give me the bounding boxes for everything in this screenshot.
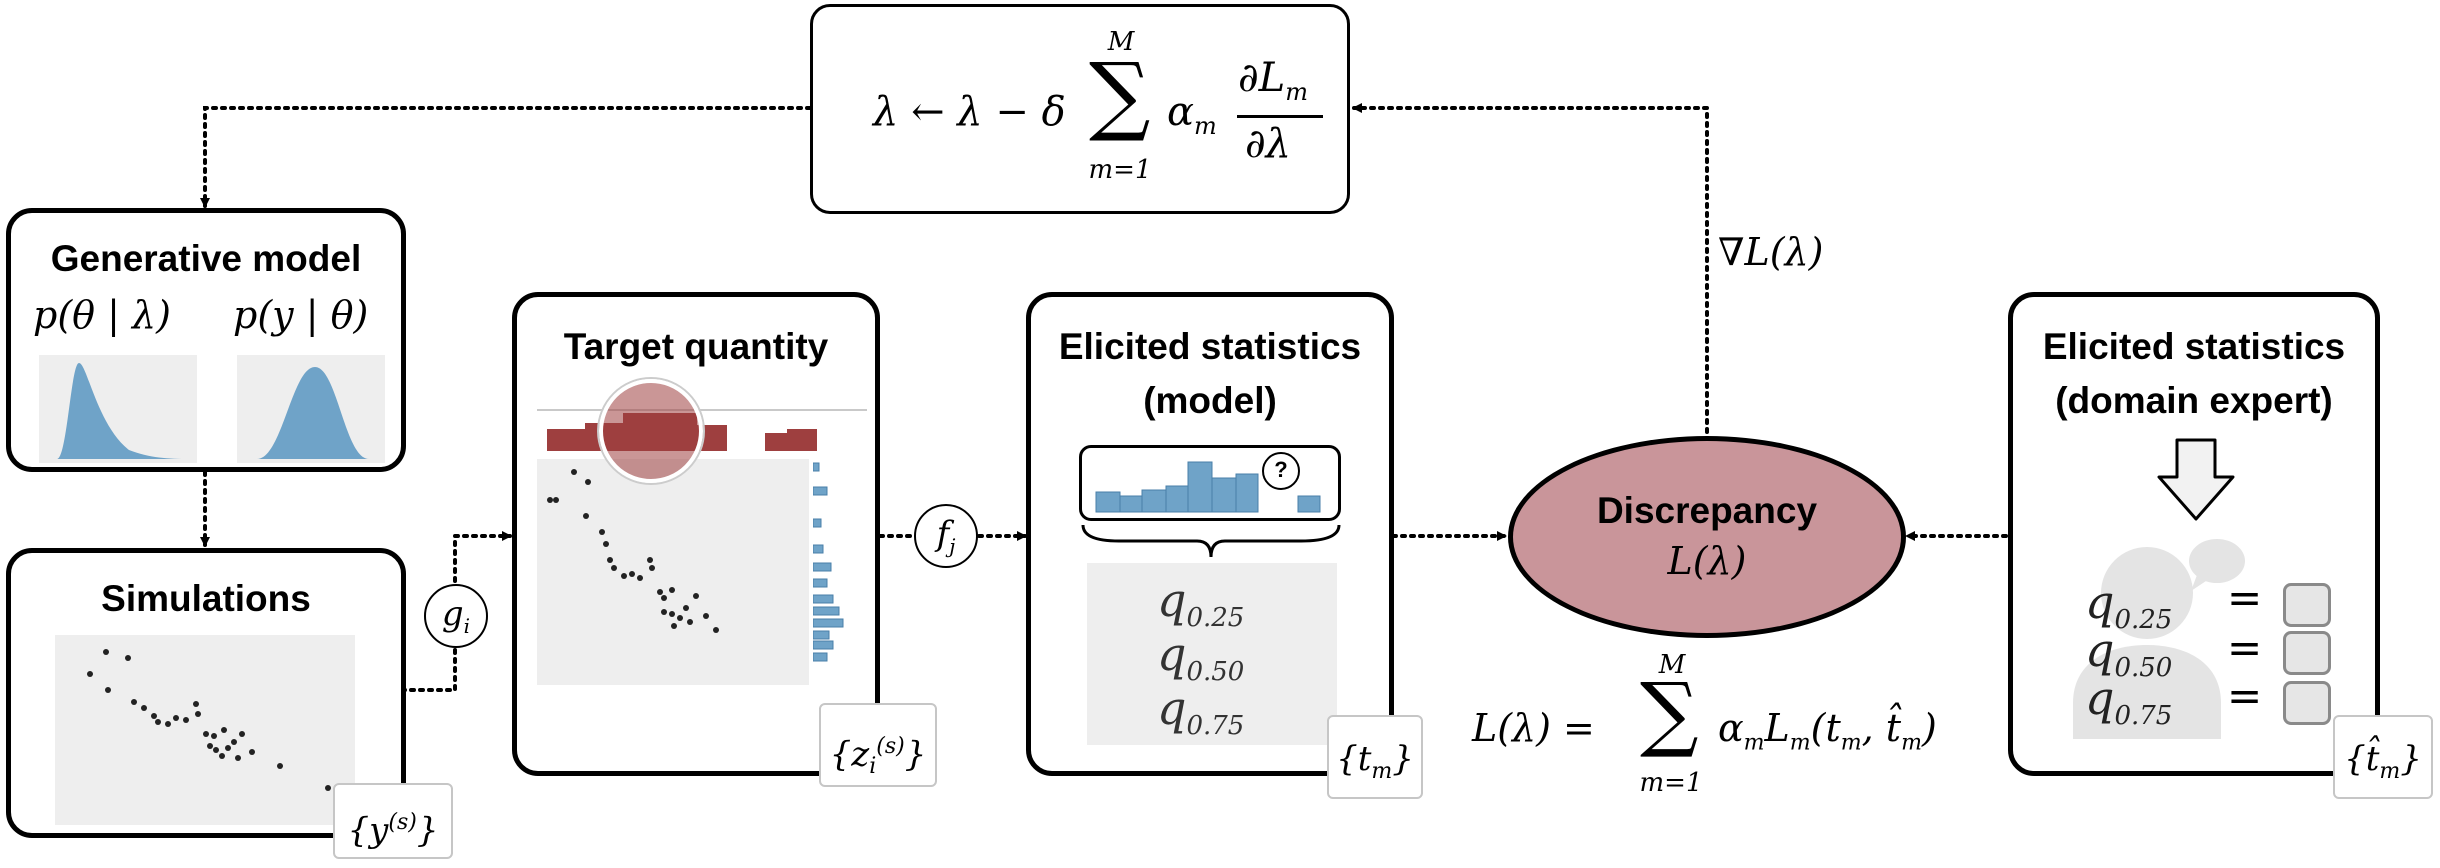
expert-input-box-1[interactable] <box>2283 583 2331 627</box>
simulations-title: Simulations <box>101 578 311 619</box>
elicited-model-title-line2: (model) <box>1143 380 1277 421</box>
target-quantity-box: Target quantity <box>512 292 937 787</box>
expert-quantile-3: q0.75 <box>2085 671 2173 732</box>
expert-eq-3: = <box>2227 671 2263 720</box>
fraction-bar <box>1237 115 1323 118</box>
elicited-histogram-frame: ? <box>1079 445 1341 521</box>
simulations-tag: {y(s)} <box>333 783 453 859</box>
elicited-model-title-line1: Elicited statistics <box>1058 326 1362 367</box>
loss-sum-bottom: m=1 <box>1639 768 1703 798</box>
update-rule-lhs: λ ← λ − δ <box>873 89 1066 135</box>
g-function-circle: gi <box>424 584 488 648</box>
expert-input-box-3[interactable] <box>2283 681 2331 725</box>
gradient-label: ∇L(λ) <box>1718 230 1824 274</box>
model-quantile-3: q0.75 <box>1157 681 1245 742</box>
elicited-expert-title-line2: (domain expert) <box>2055 380 2333 421</box>
model-quantile-2: q0.50 <box>1157 627 1245 688</box>
target-quantity-title: Target quantity <box>563 326 829 367</box>
loss-sum-top: M <box>1658 650 1686 680</box>
likelihood-density-plot <box>237 355 385 463</box>
histogram-baseline <box>537 409 867 411</box>
update-alpha: αm <box>1167 89 1217 140</box>
down-arrow-icon <box>2157 438 2235 521</box>
discrepancy-formula: L(λ) <box>1667 539 1747 583</box>
target-quantity-tag: {zi(s)} <box>819 703 937 787</box>
update-numerator: ∂Lm <box>1238 55 1309 106</box>
model-quantile-panel: q0.25 q0.50 q0.75 <box>1087 563 1337 745</box>
update-denominator: ∂λ <box>1245 121 1292 167</box>
f-function-circle: fj <box>914 504 978 568</box>
model-quantile-1: q0.25 <box>1157 573 1245 634</box>
elicited-expert-tag: {t̂m} <box>2333 715 2433 799</box>
arrow-gradient-to-update <box>1352 103 1709 434</box>
expert-eq-2: = <box>2227 623 2263 672</box>
loss-rhs: αmLm(tm, t̂m) <box>1718 706 1937 756</box>
update-rule-box: λ ← λ − δ M ∑ m=1 αm ∂Lm ∂λ <box>810 4 1350 214</box>
generative-model-title: Generative model <box>50 238 362 279</box>
expert-eq-1: = <box>2227 573 2263 622</box>
prior-label: p(θ | λ) <box>33 293 171 337</box>
expert-input-box-2[interactable] <box>2283 631 2331 675</box>
discrepancy-ellipse: Discrepancy L(λ) <box>1508 436 1906 638</box>
expert-person-icon <box>2073 539 2245 739</box>
update-sum-top: M <box>1107 27 1135 57</box>
brace <box>1081 524 1341 558</box>
simulations-box: Simulations {y(s)} <box>6 548 453 859</box>
simulations-scatter-plot <box>55 635 355 825</box>
elicited-model-tag: {tm} <box>1327 715 1423 799</box>
arrow-update-to-generative <box>200 106 812 208</box>
target-scatter-plot <box>537 459 809 685</box>
likelihood-label: p(y | θ) <box>233 293 369 337</box>
elicited-model-box: Elicited statistics (model) ? q0.25 q0.5… <box>1026 292 1423 799</box>
update-sum-symbol: ∑ <box>1089 45 1151 145</box>
expert-quantile-2: q0.50 <box>2085 623 2173 684</box>
loss-lhs: L(λ) = <box>1472 706 1595 750</box>
question-bubble: ? <box>1262 452 1300 490</box>
loss-formula: L(λ) = M ∑ m=1 αmLm(tm, t̂m) <box>1470 650 1990 810</box>
generative-model-box: Generative model p(θ | λ) p(y | θ) <box>6 208 406 472</box>
elicited-expert-box: Elicited statistics (domain expert) q0.2… <box>2008 292 2433 799</box>
magnifier-circle <box>599 379 703 483</box>
elicited-expert-title-line1: Elicited statistics <box>2042 326 2346 367</box>
expert-quantile-1: q0.25 <box>2085 575 2173 636</box>
update-sum-bottom: m=1 <box>1088 155 1152 185</box>
loss-sum-symbol: ∑ <box>1640 666 1699 761</box>
prior-density-plot <box>39 355 197 463</box>
marginal-histogram-right <box>813 462 844 662</box>
discrepancy-title: Discrepancy <box>1596 490 1818 531</box>
